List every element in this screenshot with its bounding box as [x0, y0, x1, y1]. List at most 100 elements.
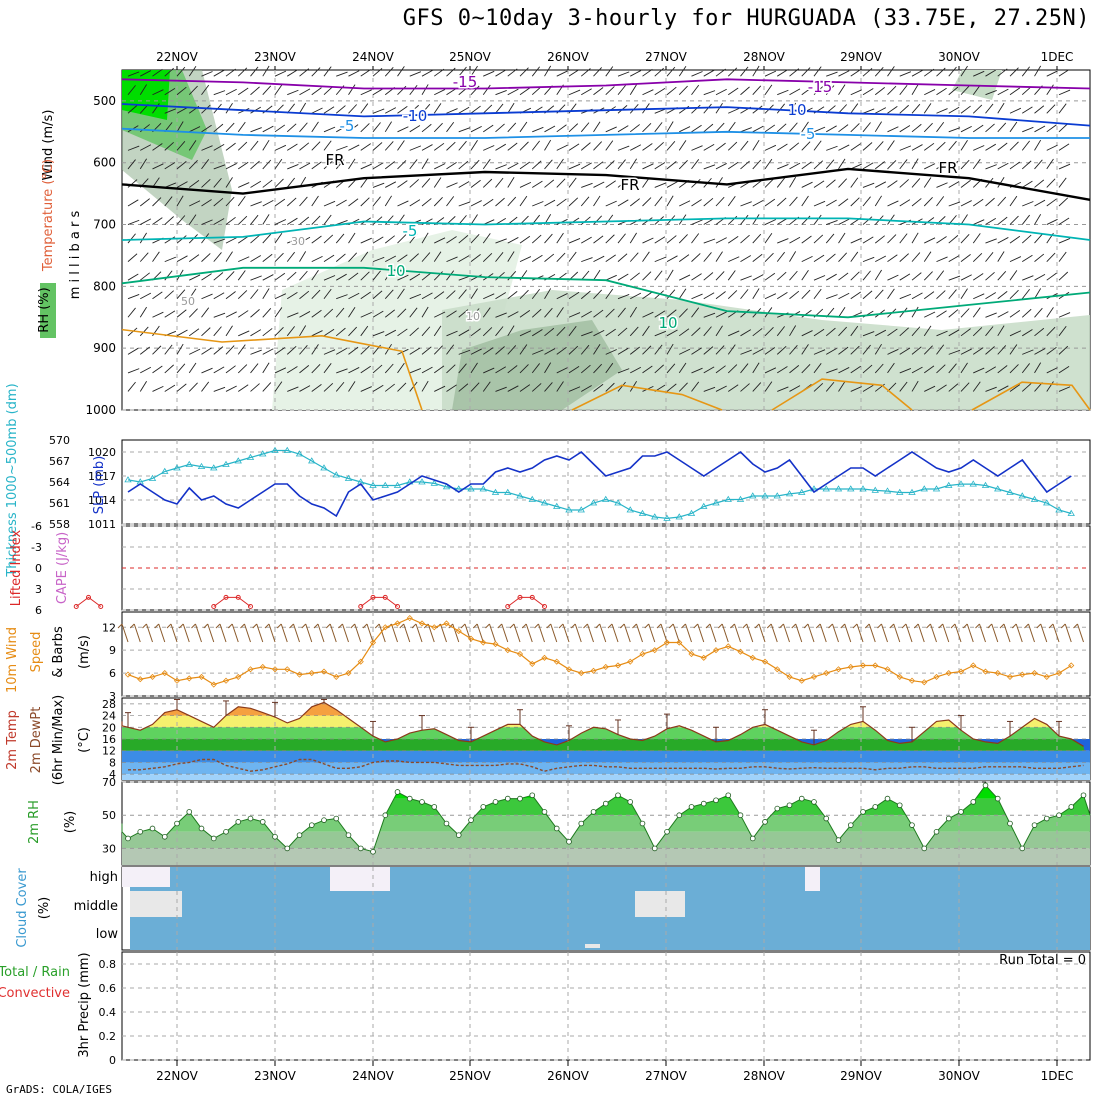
wind10-barb [476, 623, 484, 643]
thickness-point [945, 481, 953, 488]
wind-barb [789, 102, 797, 114]
thickness-point [712, 499, 720, 506]
wind-barb [323, 328, 335, 337]
wind-barb [997, 102, 1005, 114]
wind-barb [176, 309, 187, 318]
wind-barb [1022, 180, 1033, 188]
wind-barb [825, 179, 836, 188]
wind-barb [409, 307, 418, 318]
cloud-tick: low [96, 927, 119, 942]
li-line [213, 596, 251, 607]
thickness-point [369, 481, 377, 488]
wind-barb [470, 382, 480, 392]
wind-barb [581, 310, 592, 318]
wind-barb [397, 85, 407, 96]
wind-barb [323, 363, 332, 374]
wind-barb [372, 182, 385, 188]
wind-barb [630, 366, 642, 374]
thickness-point [553, 502, 561, 509]
wind10-point [382, 624, 389, 631]
rh2m-point [872, 804, 879, 810]
wind-barb [287, 386, 299, 392]
wind-barb [985, 252, 994, 262]
wind-barb [678, 382, 688, 392]
wind-barb [911, 103, 921, 114]
wind-barb [838, 326, 848, 337]
wind-barb [188, 254, 200, 263]
wind-barb [164, 236, 176, 244]
wind-barb [164, 108, 177, 114]
wind-barb [176, 66, 186, 77]
wind-barb [789, 251, 797, 262]
wind-barb [813, 288, 822, 299]
wind-barb [127, 145, 140, 151]
thickness-point [602, 495, 610, 502]
rh2m-point [321, 817, 327, 823]
wind-barb [201, 159, 210, 170]
wind-barb [1009, 270, 1018, 281]
wind10-barb-flag [877, 623, 882, 629]
wind-barb [299, 196, 308, 207]
wind10-barb-flag [913, 623, 919, 629]
wind-barb [372, 108, 385, 114]
wind-barb [777, 69, 788, 77]
wind-barb [201, 307, 210, 318]
wind10-barb-flag [546, 623, 552, 629]
wind-barb [360, 123, 370, 133]
wind-barb [740, 127, 752, 133]
wind-barb [923, 197, 933, 207]
wind-barb [348, 70, 360, 77]
wind10-point [369, 639, 377, 646]
wind-barb [323, 254, 335, 263]
wind-barb [997, 216, 1008, 225]
temperature-contour [121, 167, 1091, 201]
wind-barb [997, 385, 1009, 392]
wind-barb [1058, 123, 1069, 133]
wind-barb [850, 143, 861, 151]
wind-barb [752, 328, 763, 337]
wind-barb [593, 181, 605, 188]
wind-barb [311, 215, 321, 225]
wind-barb [752, 125, 764, 133]
wind-barb [397, 200, 409, 207]
thickness-point [124, 476, 132, 483]
wind-barb [850, 89, 862, 96]
date-label-top: 29NOV [840, 50, 882, 64]
run-total: Run Total = 0 [999, 953, 1086, 968]
wind-barb [188, 214, 197, 225]
rh2m-tick: 30 [102, 842, 116, 855]
wind10-barb [1064, 623, 1072, 643]
li-point [395, 604, 400, 609]
wind-barb [176, 329, 188, 337]
wind-barb [152, 385, 164, 392]
wind-barb [164, 87, 176, 96]
wind-barb [581, 331, 593, 337]
thickness-point [442, 483, 451, 490]
wind-barb [568, 345, 579, 355]
wind10-point [235, 673, 242, 680]
wind-barb [213, 177, 222, 188]
dewpoint-band [122, 762, 1090, 775]
wind-barb [201, 124, 212, 133]
temp-band [122, 702, 1090, 716]
wind-barb [899, 125, 911, 133]
wind-barb [985, 292, 997, 300]
wind-barb [948, 255, 960, 263]
rh2m-point [333, 815, 340, 822]
wind-barb [666, 66, 676, 77]
wind-barb [372, 384, 384, 392]
wind-barb [311, 141, 321, 151]
wind-barb [348, 198, 359, 207]
wind-barb [826, 220, 838, 225]
wind-barb [1046, 367, 1058, 374]
wind-barb [421, 84, 429, 95]
wind-barb [1058, 237, 1071, 244]
wind-barb [593, 87, 604, 96]
wind10-barb-flag [178, 623, 184, 629]
wind-barb [948, 383, 959, 392]
pressure-tick-label: 900 [93, 341, 116, 355]
wind-barb [691, 273, 702, 281]
thickness-point [785, 490, 794, 497]
wind-barb [850, 251, 859, 262]
wind-barb [703, 312, 716, 318]
